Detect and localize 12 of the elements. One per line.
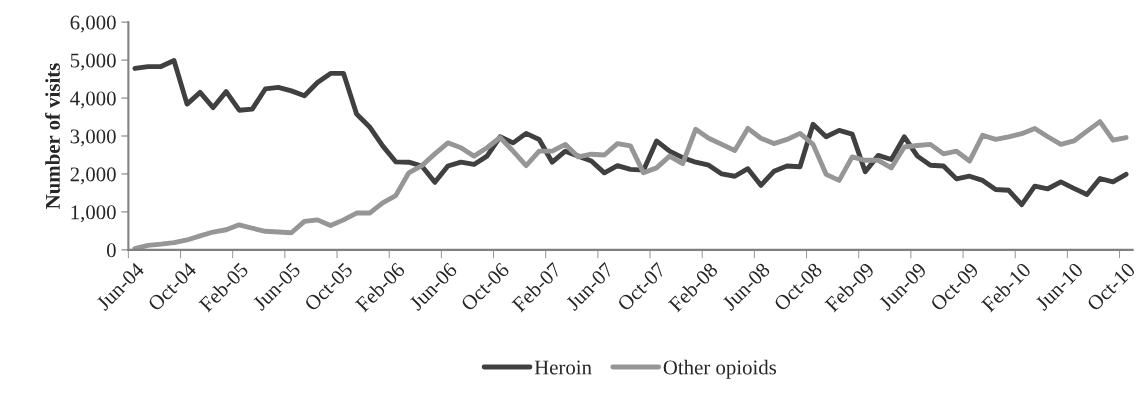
y-tick-label: 3,000	[70, 129, 116, 147]
line-series	[132, 119, 1129, 250]
legend-label: Other opioids	[663, 359, 777, 379]
line-series	[132, 58, 1129, 208]
y-tick-label: 6,000	[70, 15, 116, 33]
y-tick-label: 1,000	[71, 205, 116, 223]
y-axis-title: Number of visits	[45, 63, 60, 209]
y-tick-label: 5,000	[70, 53, 116, 71]
y-tick-label: 0	[106, 243, 116, 258]
legend-label: Heroin	[534, 360, 592, 375]
y-tick-label: 2,000	[70, 167, 116, 185]
y-tick-label: 4,000	[70, 91, 116, 109]
